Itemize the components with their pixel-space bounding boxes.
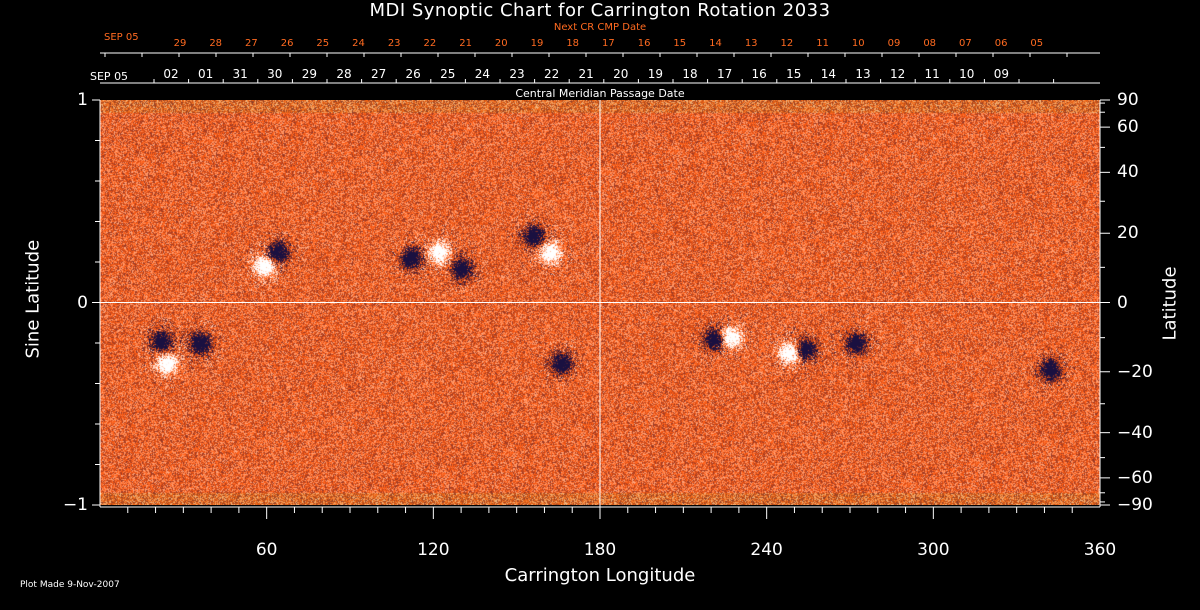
next-cr-axis-label: Next CR CMP Date <box>553 22 647 33</box>
y-left-tick-label: 1 <box>77 90 88 110</box>
next-cr-date-label: 24 <box>352 38 365 49</box>
cmp-date-label: 15 <box>786 67 802 81</box>
y-right-tick-label: 20 <box>1117 223 1139 244</box>
next-cr-date-label: 28 <box>209 38 223 49</box>
x-tick-label: 180 <box>583 540 617 560</box>
x-tick-label: 120 <box>417 540 450 560</box>
y-left-tick-label: −1 <box>62 495 88 515</box>
cmp-date-label: 26 <box>405 67 421 81</box>
cmp-start-label: SEP 05 <box>90 70 129 83</box>
next-cr-date-label: 26 <box>280 38 294 49</box>
next-cr-date-label: 18 <box>566 38 580 49</box>
next-cr-date-label: 21 <box>459 38 472 49</box>
cmp-date-label: 09 <box>993 67 1010 81</box>
next-cr-date-label: 08 <box>923 38 937 49</box>
next-cr-date-label: 27 <box>245 38 258 49</box>
x-tick-label: 360 <box>1083 540 1117 560</box>
cmp-date-label: 18 <box>682 67 698 81</box>
plot-made-note: Plot Made 9-Nov-2007 <box>20 580 120 590</box>
next-cr-date-label: 06 <box>994 38 1008 49</box>
next-cr-date-label: 12 <box>780 38 794 49</box>
x-tick-label: 240 <box>750 540 783 560</box>
y-right-tick-label: −40 <box>1117 422 1153 443</box>
next-cr-date-label: 14 <box>709 38 722 49</box>
x-tick-label: 60 <box>255 540 278 560</box>
next-cr-date-label: 23 <box>387 38 401 49</box>
cmp-axis-label: Central Meridian Passage Date <box>515 87 685 100</box>
cmp-date-label: 30 <box>267 67 283 81</box>
cmp-date-label: 24 <box>474 67 491 81</box>
next-cr-date-label: 22 <box>423 38 437 49</box>
next-cr-date-label: 25 <box>316 38 330 49</box>
y-right-tick-label: 40 <box>1117 162 1139 183</box>
next-cr-date-label: 05 <box>1030 38 1044 49</box>
next-cr-date-label: 11 <box>816 38 829 49</box>
next-cr-date-label: 13 <box>744 38 758 49</box>
y-right-tick-label: −90 <box>1117 495 1153 515</box>
cmp-date-label: 17 <box>716 67 733 81</box>
next-cr-date-label: 10 <box>851 38 865 49</box>
cmp-date-label: 16 <box>751 67 767 81</box>
next-cr-date-label: 15 <box>673 38 687 49</box>
cmp-date-label: 25 <box>440 67 456 81</box>
x-axis-title: Carrington Longitude <box>504 565 696 586</box>
next-cr-date-label: 20 <box>494 38 508 49</box>
cmp-date-label: 14 <box>820 67 837 81</box>
x-tick-label: 300 <box>917 540 950 560</box>
cmp-date-label: 21 <box>578 67 594 81</box>
cmp-date-label: 22 <box>543 67 560 81</box>
cmp-date-label: 11 <box>924 67 940 81</box>
cmp-date-label: 31 <box>232 67 248 81</box>
chart-title: MDI Synoptic Chart for Carrington Rotati… <box>369 0 831 21</box>
cmp-date-label: 23 <box>509 67 525 81</box>
next-cr-date-label: 19 <box>530 38 544 49</box>
cmp-date-label: 01 <box>197 67 214 81</box>
y-right-tick-label: −20 <box>1117 361 1153 382</box>
cmp-date-label: 19 <box>647 67 664 81</box>
y-right-tick-label: 90 <box>1117 90 1139 110</box>
cmp-date-label: 10 <box>959 67 975 81</box>
cmp-date-label: 27 <box>370 67 387 81</box>
y-left-tick-label: 0 <box>77 292 88 313</box>
y-right-tick-label: 0 <box>1117 292 1128 313</box>
cmp-date-label: 12 <box>889 67 906 81</box>
next-cr-start-label: SEP 05 <box>104 32 139 43</box>
next-cr-date-label: 29 <box>173 38 187 49</box>
next-cr-date-label: 07 <box>959 38 972 49</box>
next-cr-date-label: 16 <box>637 38 651 49</box>
y-right-tick-label: −60 <box>1117 467 1153 488</box>
y-axis-left-title: Sine Latitude <box>22 239 44 359</box>
cmp-date-label: 02 <box>163 67 179 81</box>
cmp-date-label: 13 <box>855 67 871 81</box>
cmp-date-label: 20 <box>613 67 629 81</box>
next-cr-date-label: 17 <box>602 38 615 49</box>
y-axis-right-title: Latitude <box>1159 266 1181 341</box>
cmp-date-label: 28 <box>336 67 352 81</box>
y-right-tick-label: 60 <box>1117 117 1139 138</box>
next-cr-date-label: 09 <box>887 38 901 49</box>
cmp-date-label: 29 <box>301 67 318 81</box>
